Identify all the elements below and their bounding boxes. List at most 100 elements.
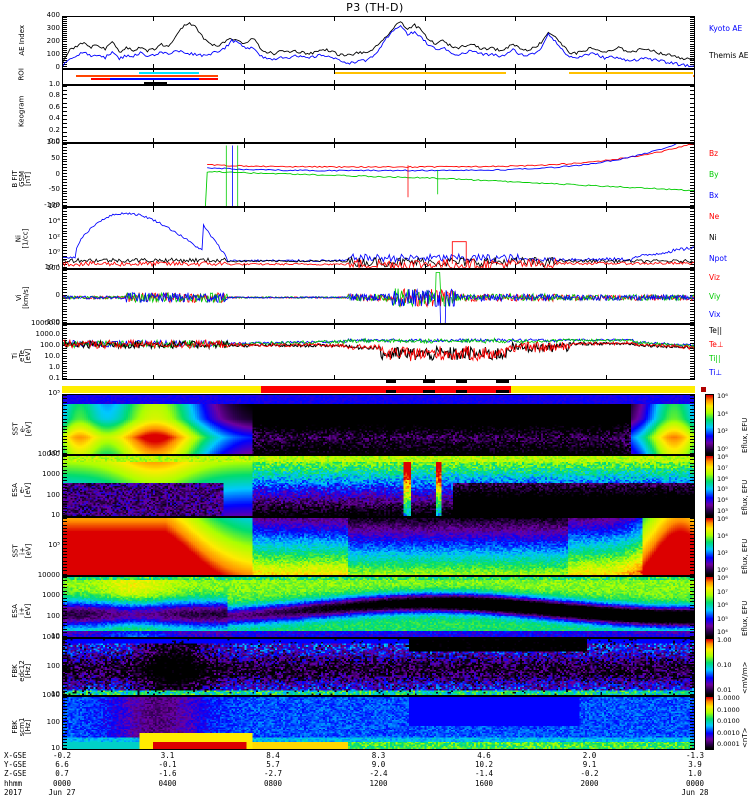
edge-tick <box>63 19 67 20</box>
edge-tick <box>63 231 67 232</box>
edge-tick <box>63 548 67 549</box>
edge-tick <box>690 44 694 45</box>
edge-tick <box>690 338 694 339</box>
edge-tick <box>63 449 67 450</box>
grid-tick <box>515 86 517 90</box>
grid-tick <box>243 202 245 206</box>
edge-tick <box>690 25 694 26</box>
ytick-keogram-2: 0.6 <box>48 102 60 111</box>
edge-tick <box>63 127 67 128</box>
edge-tick <box>690 303 694 304</box>
edge-tick <box>63 94 67 95</box>
edge-tick <box>690 402 694 403</box>
edge-tick <box>63 487 67 488</box>
edge-tick <box>63 31 67 32</box>
edge-tick <box>63 587 67 588</box>
edge-tick <box>690 103 694 104</box>
colorbar-tick: 10⁵ <box>717 485 728 494</box>
grid-tick <box>605 144 607 148</box>
ytick-keogram-3: 0.4 <box>48 114 60 123</box>
edge-tick <box>63 567 67 568</box>
edge-tick <box>63 292 67 293</box>
edge-tick <box>690 684 694 685</box>
edge-tick <box>690 256 694 257</box>
grid-tick <box>243 86 245 90</box>
axis-value-x-gse: -1.3 <box>685 751 705 760</box>
edge-tick <box>690 239 694 240</box>
edge-tick <box>63 501 67 502</box>
colorbar-tick: 10⁸ <box>717 574 728 582</box>
status-mark <box>386 380 397 383</box>
edge-tick <box>690 161 694 162</box>
edge-tick <box>690 439 694 440</box>
edge-tick <box>63 456 67 457</box>
edge-tick <box>63 153 67 154</box>
edge-tick <box>690 477 694 478</box>
edge-tick <box>63 361 67 362</box>
edge-tick <box>690 253 694 254</box>
grid-tick <box>605 80 607 84</box>
edge-tick <box>690 742 694 743</box>
grid-tick <box>515 319 517 323</box>
edge-tick <box>690 225 694 226</box>
grid-tick <box>515 375 517 379</box>
edge-tick <box>63 511 67 512</box>
axis-value-x-gse: 8.4 <box>266 751 280 760</box>
edge-tick <box>690 577 694 578</box>
trace-bx <box>207 144 677 172</box>
ytick-ti-1: 1000.0 <box>35 330 61 338</box>
edge-tick <box>690 356 694 357</box>
edge-tick <box>63 86 67 87</box>
ytick-bfit-4: -100 <box>44 201 60 209</box>
edge-tick <box>690 419 694 420</box>
edge-tick <box>63 328 67 329</box>
edge-tick <box>690 48 694 49</box>
edge-tick <box>690 199 694 200</box>
edge-tick <box>690 111 694 112</box>
panel-ni <box>62 207 695 269</box>
edge-tick <box>63 629 67 630</box>
edge-tick <box>63 156 67 157</box>
edge-tick <box>63 60 67 61</box>
spectrogram-sst-e <box>63 395 694 454</box>
edge-tick <box>690 652 694 653</box>
edge-tick <box>63 208 67 209</box>
edge-tick <box>63 398 67 399</box>
edge-tick <box>63 691 67 692</box>
edge-tick <box>63 115 67 116</box>
edge-tick <box>690 487 694 488</box>
edge-tick <box>63 281 67 282</box>
edge-tick <box>690 473 694 474</box>
edge-tick <box>63 253 67 254</box>
edge-tick <box>63 671 67 672</box>
axis-value-y-gse: 3.9 <box>688 760 702 770</box>
colorbar-tick: 10⁷ <box>717 463 728 472</box>
grid-tick <box>424 144 426 148</box>
edge-tick <box>63 484 67 485</box>
trace-by <box>204 170 694 206</box>
colorbar-tick: 10² <box>717 549 728 557</box>
edge-tick <box>690 446 694 447</box>
edge-tick <box>63 490 67 491</box>
bfit-traces <box>204 144 694 206</box>
edge-tick <box>63 727 67 728</box>
edge-tick <box>63 636 67 637</box>
edge-tick <box>690 150 694 151</box>
grid-tick <box>334 325 336 329</box>
edge-tick <box>690 242 694 243</box>
edge-tick <box>690 54 694 55</box>
edge-tick <box>690 164 694 165</box>
series-label-ni: Ni <box>709 233 717 242</box>
edge-tick <box>690 273 694 274</box>
ytick-ti-2: 100.0 <box>39 341 60 349</box>
edge-tick <box>690 449 694 450</box>
grid-tick <box>153 138 155 142</box>
edge-tick <box>690 31 694 32</box>
colorbar-title: Eflux, EFU <box>741 600 749 636</box>
edge-tick <box>690 270 694 271</box>
edge-tick <box>690 284 694 285</box>
edge-tick <box>63 453 67 454</box>
edge-tick <box>690 330 694 331</box>
panel-fbk-edc12 <box>62 638 695 696</box>
edge-tick <box>690 484 694 485</box>
